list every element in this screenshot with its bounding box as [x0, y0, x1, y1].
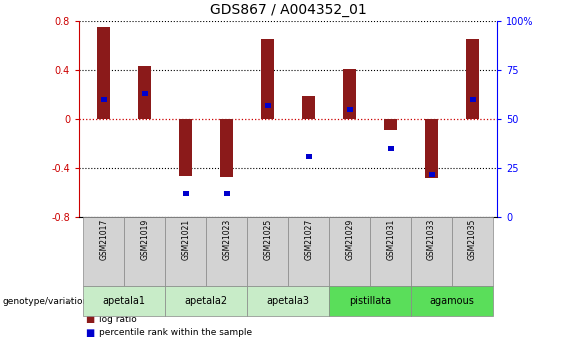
Bar: [220, 119, 233, 177]
Bar: [306, 154, 311, 159]
Text: GSM21025: GSM21025: [263, 219, 272, 260]
Text: GSM21017: GSM21017: [99, 219, 108, 260]
Text: log ratio: log ratio: [99, 315, 137, 324]
Text: GSM21023: GSM21023: [222, 219, 231, 260]
Text: GSM21029: GSM21029: [345, 219, 354, 260]
Bar: [101, 97, 107, 102]
Bar: [142, 91, 147, 96]
Title: GDS867 / A004352_01: GDS867 / A004352_01: [210, 3, 367, 17]
Text: GSM21031: GSM21031: [386, 219, 395, 260]
Text: agamous: agamous: [429, 296, 475, 306]
Bar: [425, 119, 438, 178]
Bar: [388, 146, 394, 151]
Bar: [302, 96, 315, 119]
Text: GSM21027: GSM21027: [304, 219, 313, 260]
Bar: [138, 66, 151, 119]
Text: genotype/variation: genotype/variation: [3, 296, 89, 306]
Bar: [429, 171, 434, 177]
Text: ■: ■: [85, 328, 94, 338]
Bar: [97, 27, 110, 119]
Text: GSM21021: GSM21021: [181, 219, 190, 260]
Bar: [265, 103, 271, 108]
Text: GSM21033: GSM21033: [427, 219, 436, 260]
Text: pistillata: pistillata: [349, 296, 391, 306]
Bar: [384, 119, 397, 130]
Bar: [343, 69, 356, 119]
Bar: [182, 191, 189, 196]
Bar: [466, 39, 479, 119]
Text: apetala2: apetala2: [185, 296, 228, 306]
Bar: [261, 39, 274, 119]
Bar: [470, 97, 476, 102]
Text: percentile rank within the sample: percentile rank within the sample: [99, 328, 252, 337]
Bar: [224, 191, 229, 196]
Text: GSM21035: GSM21035: [468, 219, 477, 260]
Bar: [179, 119, 192, 176]
Text: GSM21019: GSM21019: [140, 219, 149, 260]
Text: ■: ■: [85, 314, 94, 324]
Text: apetala3: apetala3: [267, 296, 310, 306]
Text: apetala1: apetala1: [103, 296, 146, 306]
Bar: [347, 107, 353, 112]
